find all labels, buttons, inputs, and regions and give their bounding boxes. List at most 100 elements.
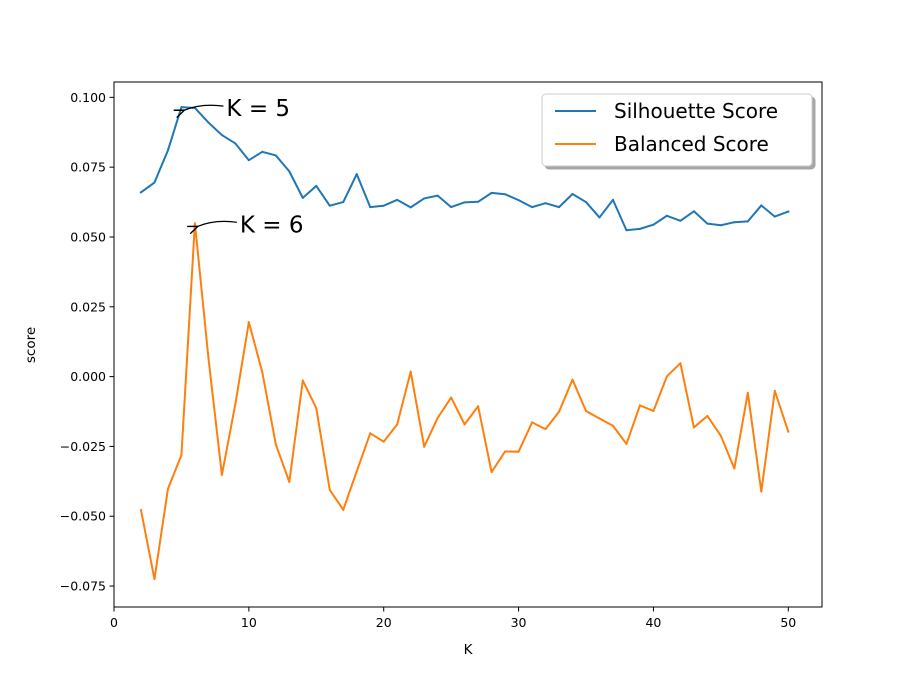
series-1-point [288, 480, 291, 483]
legend-label-balanced: Balanced Score [614, 132, 769, 156]
series-0-point [436, 194, 439, 197]
series-0-point [342, 201, 345, 204]
series-1-point [692, 426, 695, 429]
series-0-point [477, 200, 480, 203]
series-1-point [504, 450, 507, 453]
y-axis-label: score [23, 327, 39, 363]
annotation-label: K = 5 [226, 96, 290, 122]
series-1-point [652, 409, 655, 412]
series-0-point [773, 215, 776, 218]
series-1-point [301, 379, 304, 382]
series-1-point [531, 421, 534, 424]
series-1-point [180, 454, 183, 457]
series-1-point [423, 445, 426, 448]
annotation-arrow [198, 220, 237, 226]
y-tick-label: 0.100 [70, 90, 106, 105]
series-1-point [571, 378, 574, 381]
series-1-point [477, 405, 480, 408]
series-1-point [396, 423, 399, 426]
x-tick-label: 0 [110, 615, 118, 630]
series-1-point [558, 410, 561, 413]
series-0-point [585, 201, 587, 204]
series-0-point [544, 202, 547, 205]
series-0-point [139, 191, 142, 194]
series-0-point [692, 210, 695, 213]
series-0-point [247, 159, 250, 162]
series-1-point [760, 490, 763, 493]
annotations: K = 5 K = 6 [184, 96, 304, 238]
series-1-point [153, 578, 156, 581]
y-tick-label: −0.050 [60, 509, 106, 524]
series-0-point [261, 150, 264, 153]
series-1-point [369, 432, 372, 435]
y-tick-label: −0.075 [60, 579, 106, 594]
series-1-point [665, 375, 668, 378]
series-0-point [665, 214, 668, 217]
series-0-point [746, 220, 749, 223]
series-0-point [598, 216, 601, 219]
series-1-point [274, 443, 277, 446]
plot-area [114, 82, 822, 607]
series-0-point [207, 121, 210, 124]
series-0-point [274, 154, 277, 157]
series-1-point [544, 428, 547, 431]
series-1-point [355, 470, 358, 473]
series-0-point [504, 193, 507, 196]
legend-label-silhouette: Silhouette Score [614, 99, 778, 123]
series-1-point [719, 434, 722, 437]
lines-layer [139, 106, 790, 581]
series-1-point [598, 417, 601, 420]
series-0-point [638, 227, 641, 230]
series-1-point [773, 389, 776, 392]
series-1-point [261, 371, 264, 374]
plot-frame [113, 81, 823, 608]
series-1-point [234, 402, 237, 405]
series-0-point [706, 222, 709, 225]
series-1-point [706, 414, 709, 417]
series-0-point [409, 206, 412, 209]
x-axis: 0 10 20 30 40 50 [110, 607, 796, 630]
series-1-point [450, 396, 453, 399]
series-0-point [490, 191, 493, 194]
series-0-point [382, 204, 385, 207]
series-0-point [531, 206, 534, 209]
x-tick-label: 10 [241, 615, 257, 630]
series-0-point [679, 219, 682, 222]
series-0-point [234, 142, 237, 145]
series-1-point [220, 473, 223, 476]
series-1-point [409, 370, 412, 373]
series-1-point [733, 467, 736, 470]
annotation-label: K = 6 [240, 212, 304, 238]
series-0-point [288, 170, 291, 173]
legend: Silhouette Score Balanced Score [541, 93, 813, 167]
y-tick-label: 0.025 [70, 299, 106, 314]
series-0-point [571, 192, 574, 195]
series-0-point [625, 229, 628, 232]
series-0-point [733, 221, 736, 224]
series-0-point [558, 206, 561, 209]
series-1-point [585, 409, 587, 412]
series-0-point [315, 184, 318, 187]
series-0-point [301, 196, 304, 199]
series-1-point [638, 404, 641, 407]
series-1-point [342, 508, 345, 511]
series-1-point [679, 362, 682, 365]
series-1-point [463, 423, 466, 426]
series-0-point [355, 173, 358, 176]
y-tick-label: −0.025 [60, 439, 106, 454]
series-0-point [180, 106, 183, 109]
series-1-point [517, 450, 520, 453]
series-1-point [328, 488, 331, 491]
series-0-point [153, 181, 156, 184]
series-0-point [463, 201, 466, 204]
series-0-point [517, 199, 520, 202]
series-1-point [207, 356, 210, 359]
x-tick-label: 50 [780, 615, 796, 630]
series-1-point [315, 407, 318, 410]
series-0-point [369, 206, 372, 209]
series-1-point [611, 424, 614, 427]
series-0-point [396, 198, 399, 201]
series-0-point [166, 149, 169, 152]
y-tick-label: 0.050 [70, 229, 106, 244]
series-1-point [746, 391, 749, 394]
